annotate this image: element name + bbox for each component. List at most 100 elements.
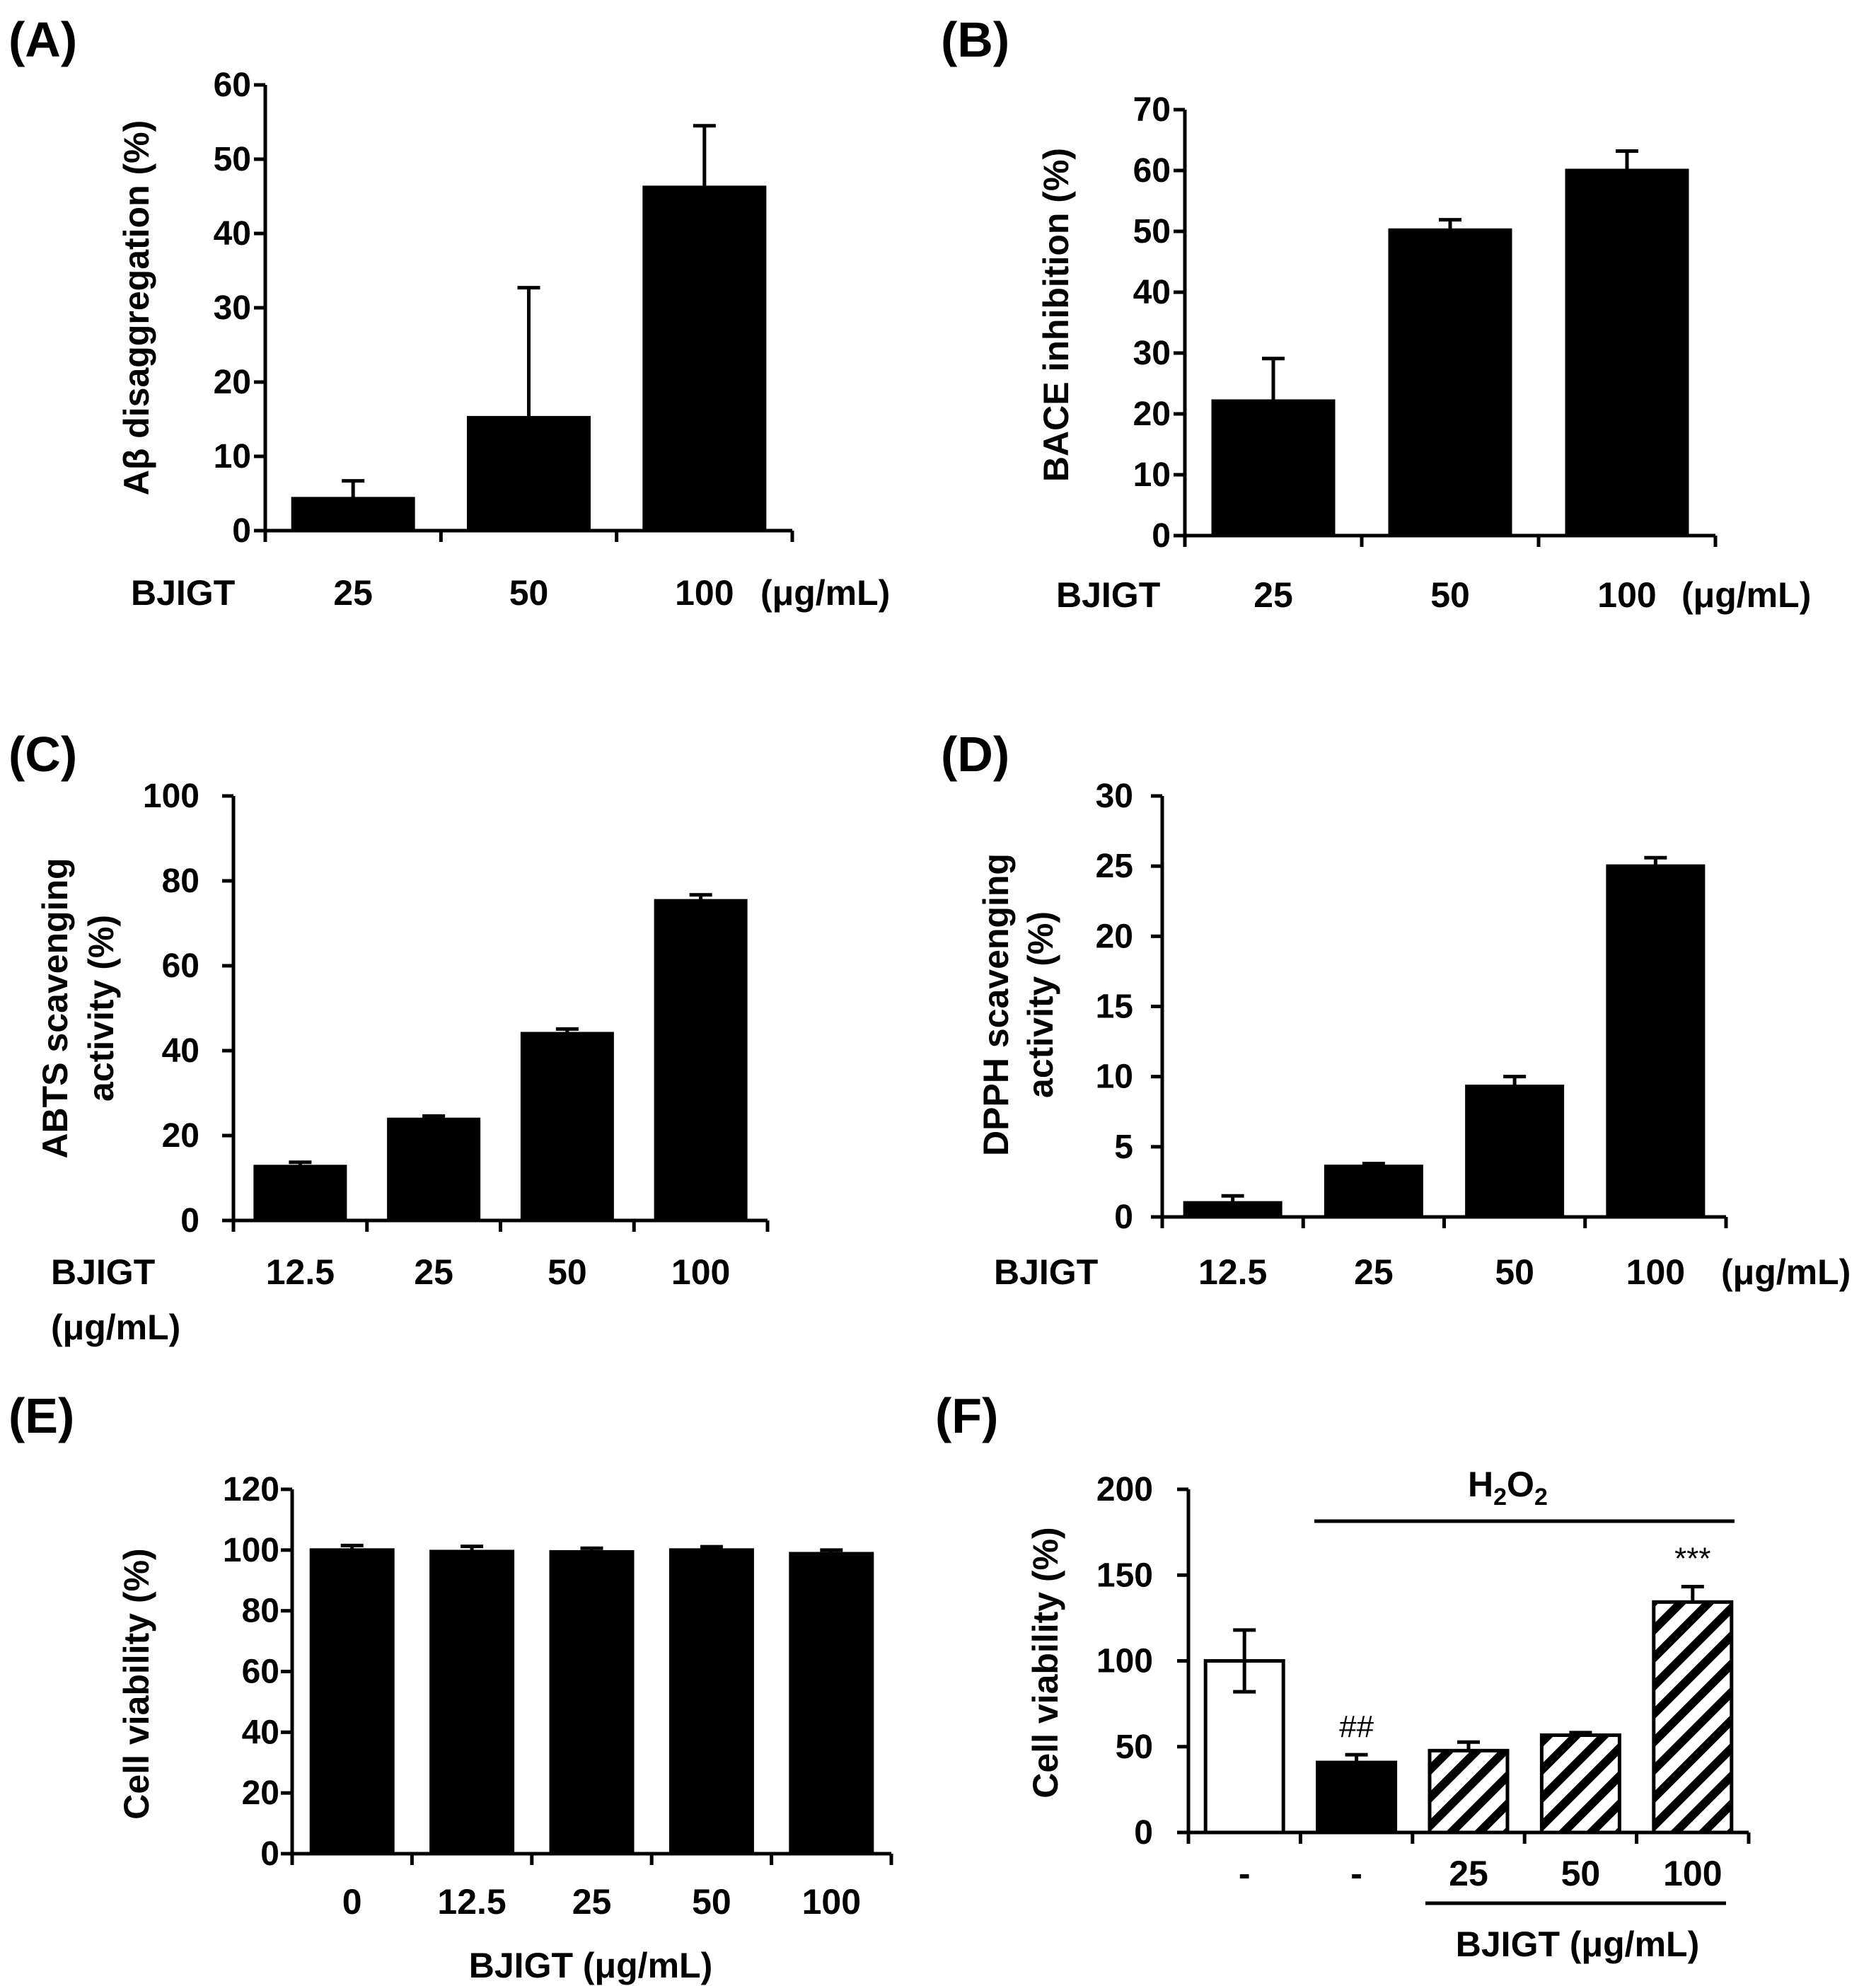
y-tick-label: 0	[232, 512, 251, 550]
y-tick-label: 20	[162, 1117, 199, 1155]
panel-b: (B) 0 10 20 30 40 50 60 70 25 50 100 BACE inhibition…	[941, 12, 1811, 615]
bar	[642, 185, 767, 533]
bar	[668, 1548, 754, 1856]
y-tick-label: 40	[162, 1032, 199, 1070]
bar	[291, 497, 415, 533]
panel-label: (D)	[941, 727, 1009, 782]
x-axis-title: BJIGT (μg/mL)	[469, 1946, 712, 1985]
y-tick-label: 60	[1133, 152, 1171, 190]
y-tick-label: 20	[214, 364, 251, 401]
y-tick-label: 50	[1116, 1728, 1153, 1766]
panel-f: (F) 0 50 100 150 200 - - ## 25 50 100 *** Cell viabil…	[935, 1388, 1751, 1964]
y-tick-label: 5	[1114, 1128, 1133, 1166]
x-prefix-label: BJIGT	[994, 1252, 1098, 1292]
y-axis-title: BACE inhibition (%)	[1036, 148, 1076, 482]
y-tick-label: 200	[1096, 1471, 1153, 1508]
x-category-label: 25	[572, 1882, 612, 1922]
significance-mark: ***	[1674, 1541, 1710, 1576]
x-category-label: 50	[548, 1252, 587, 1292]
bar	[1211, 399, 1336, 538]
x-category-label: -	[1239, 1854, 1251, 1893]
y-tick-label: 20	[1133, 396, 1171, 433]
x-category-label: 12.5	[266, 1252, 335, 1292]
bar	[1465, 1085, 1565, 1219]
x-category-label: 100	[802, 1882, 861, 1922]
x-category-label: 50	[509, 573, 549, 613]
y-tick-label: 120	[223, 1471, 279, 1508]
y-axis-title: ABTS scavenging	[35, 858, 75, 1158]
y-tick-label: 20	[1096, 918, 1133, 955]
y-tick-label: 20	[242, 1774, 279, 1812]
y-tick-label: 10	[214, 438, 251, 475]
y-axis-title: Cell viability (%)	[117, 1548, 156, 1819]
y-axis-title: activity (%)	[1021, 911, 1060, 1098]
x-category-label: 25	[1354, 1252, 1394, 1292]
bar	[387, 1117, 481, 1223]
y-tick-label: 10	[1096, 1058, 1133, 1096]
panel-e: (E) 0 20 40 60 80 100 120 0 12.5 25 50 100 Cell viabi…	[8, 1388, 893, 1985]
y-tick-label: 70	[1133, 91, 1171, 129]
y-tick-label: 30	[1133, 335, 1171, 372]
y-tick-label: 25	[1096, 848, 1133, 885]
y-tick-label: 80	[242, 1593, 279, 1630]
panel-c: (C) 0 20 40 60 80 100 12.5 25 50 100 ABTS scavengin…	[8, 727, 770, 1347]
y-tick-label: 80	[162, 862, 199, 900]
bar	[1428, 1748, 1510, 1835]
x-category-label: -	[1350, 1854, 1362, 1893]
x-category-label: 25	[333, 573, 373, 613]
bar	[1565, 168, 1689, 538]
y-tick-label: 30	[214, 289, 251, 327]
panel-label: (B)	[941, 12, 1009, 67]
x-unit-label: (μg/mL)	[51, 1307, 180, 1347]
y-tick-label: 50	[214, 141, 251, 178]
y-tick-label: 0	[1134, 1814, 1153, 1852]
x-prefix-label: BJIGT	[131, 573, 235, 613]
y-axis-title: Aβ disaggregation (%)	[117, 120, 156, 496]
y-tick-label: 30	[1096, 778, 1133, 815]
y-tick-label: 15	[1096, 988, 1133, 1026]
bar	[1324, 1165, 1423, 1219]
significance-mark: ##	[1339, 1709, 1374, 1744]
panel-label: (F)	[935, 1388, 998, 1443]
x-category-label: 25	[1449, 1854, 1488, 1893]
bar	[1539, 1733, 1621, 1835]
x-category-label: 50	[1561, 1854, 1601, 1893]
y-tick-label: 40	[242, 1714, 279, 1751]
x-category-label: 12.5	[437, 1882, 506, 1922]
y-tick-label: 50	[1133, 213, 1171, 250]
bar	[1316, 1760, 1398, 1835]
x-category-label: 100	[671, 1252, 730, 1292]
x-category-label: 12.5	[1198, 1252, 1267, 1292]
x-category-label: 100	[675, 573, 734, 613]
y-tick-label: 60	[214, 67, 251, 104]
treatment-label: H2O2	[1468, 1465, 1548, 1511]
y-axis-title: DPPH scavenging	[976, 853, 1016, 1156]
x-category-label: 100	[1663, 1854, 1722, 1893]
bar	[1606, 864, 1706, 1219]
x-category-label: 100	[1626, 1252, 1685, 1292]
panel-label: (E)	[8, 1388, 74, 1443]
x-category-label: 50	[1430, 575, 1470, 615]
x-category-label: 100	[1597, 575, 1656, 615]
y-tick-label: 60	[242, 1653, 279, 1691]
y-tick-label: 100	[143, 778, 199, 815]
x-unit-label: (μg/mL)	[1681, 575, 1811, 615]
y-tick-label: 100	[1096, 1643, 1153, 1680]
bar	[1183, 1201, 1282, 1219]
panel-a: (A) 0 10 20 30 40 50 60 25 50 100 Aβ disaggregation…	[8, 12, 890, 613]
bar	[654, 899, 748, 1223]
x-category-label: 0	[342, 1882, 362, 1922]
x-category-label: 50	[692, 1882, 731, 1922]
x-axis-title: BJIGT (μg/mL)	[1456, 1924, 1699, 1964]
bar	[467, 415, 591, 533]
y-tick-label: 0	[1114, 1199, 1133, 1236]
y-tick-label: 60	[162, 947, 199, 985]
y-tick-label: 10	[1133, 456, 1171, 494]
x-category-label: 25	[1253, 575, 1293, 615]
x-category-label: 50	[1495, 1252, 1534, 1292]
bar	[429, 1549, 515, 1856]
x-prefix-label: BJIGT	[51, 1252, 155, 1292]
x-unit-label: (μg/mL)	[760, 573, 890, 613]
y-tick-label: 0	[180, 1202, 199, 1240]
